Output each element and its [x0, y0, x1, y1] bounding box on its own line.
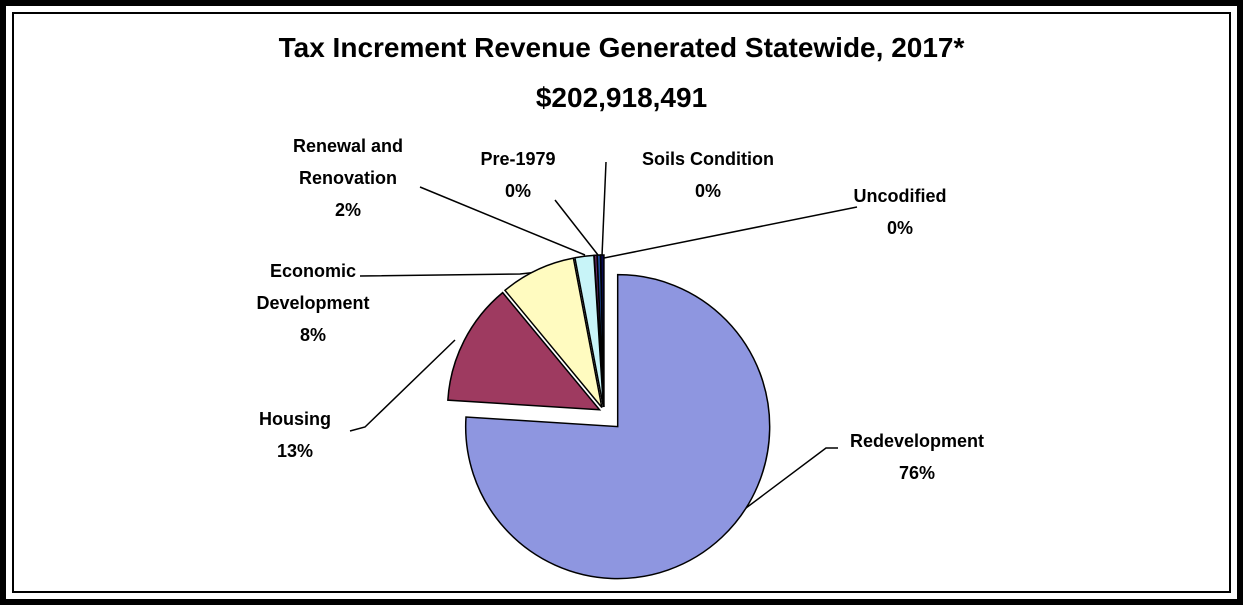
slice-label: Uncodified [853, 186, 947, 206]
leader-line [729, 447, 838, 521]
slice-value: 2% [334, 200, 361, 220]
slice-label: Redevelopment [849, 431, 985, 451]
pie-slice [503, 257, 603, 408]
slice-label: Soils Condition [642, 149, 774, 169]
slice-label: Pre-1979 [480, 149, 556, 169]
leader-line [419, 186, 586, 256]
slice-value: 0% [694, 181, 721, 201]
leader-line [554, 199, 599, 256]
slice-value: 8% [299, 325, 326, 345]
leader-line [601, 161, 607, 257]
pie-slice [464, 273, 771, 580]
slice-label: Housing [259, 409, 331, 429]
leader-line [349, 339, 456, 432]
pie-slice [447, 291, 602, 411]
inner-frame [12, 12, 1231, 593]
leader-line [603, 206, 858, 259]
slice-value: 13% [276, 441, 314, 461]
slice-label: Economic Development [256, 261, 370, 313]
slice-value: 0% [504, 181, 531, 201]
pie-slice [599, 254, 605, 408]
chart-title: Tax Increment Revenue Generated Statewid… [278, 32, 965, 63]
slice-label: Renewal and Renovation [292, 136, 404, 188]
chart-subtitle: $202,918,491 [535, 82, 708, 113]
slice-value: 0% [886, 218, 913, 238]
slice-value: 76% [898, 463, 936, 483]
